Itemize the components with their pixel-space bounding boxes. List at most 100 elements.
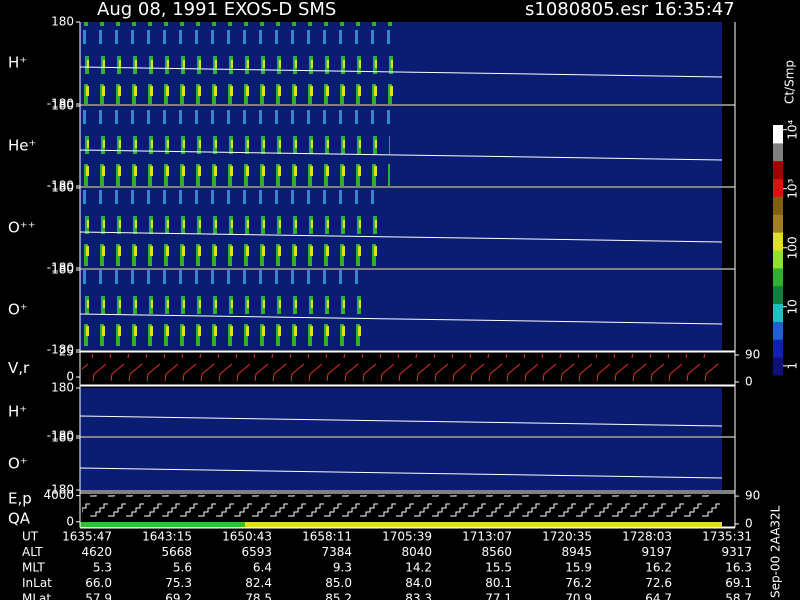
y-tick-label: 4000 (43, 488, 74, 502)
qa-bar (245, 522, 722, 527)
row-label: MLT (22, 561, 45, 575)
cell: 1713:07 (462, 530, 512, 544)
colorbar-label: Ct/Smp (783, 60, 797, 104)
reference-line (79, 66, 723, 78)
colorbar-cell (773, 339, 783, 358)
cell: 15.9 (565, 561, 592, 575)
cell: 75.3 (165, 576, 192, 590)
colorbar-tick-label: 10³ (786, 178, 800, 198)
line-trace (82, 354, 720, 381)
spectrogram-streaks (80, 270, 370, 350)
spectrogram-streaks (80, 188, 380, 268)
spectrogram (80, 438, 722, 490)
cell: 15.5 (485, 561, 512, 575)
cell: 70.9 (565, 592, 592, 600)
colorbar-cell (773, 232, 783, 251)
cell: 76.2 (565, 576, 592, 590)
panel-label: V,r (8, 359, 30, 377)
file-label: s1080805.esr 16:35:47 (525, 0, 735, 20)
cell: 1735:31 (702, 530, 752, 544)
panel-label: O⁺ (8, 301, 28, 319)
row-label: MLat (22, 592, 51, 600)
cell: 1643:15 (142, 530, 192, 544)
y-tick-label: 25 (59, 345, 74, 359)
cell: 5.3 (93, 561, 112, 575)
data-gap (722, 106, 735, 186)
cell: 5668 (161, 545, 192, 559)
colorbar-cell (773, 196, 783, 215)
y-tick-label: 180 (51, 263, 74, 277)
colorbar-cell (773, 250, 783, 269)
cell: 80.1 (485, 576, 512, 590)
panel-label: H⁺ (8, 54, 27, 72)
colorbar-cell (773, 321, 783, 340)
panel-label: H⁺ (8, 403, 27, 421)
row-label: ALT (22, 545, 43, 559)
y-tick-label: -180 (47, 483, 74, 497)
colorbar-cell (773, 303, 783, 322)
data-gap (722, 438, 735, 490)
cell: 14.2 (405, 561, 432, 575)
cell: 4620 (81, 545, 112, 559)
colorbar-cell (773, 178, 783, 197)
colorbar-tick-label: 1 (786, 362, 800, 370)
y-tick-label: -180 (47, 261, 74, 275)
cell: 7384 (321, 545, 352, 559)
colorbar-cell (773, 142, 783, 162)
colorbar-cell (773, 285, 783, 305)
cell: 57.9 (85, 592, 112, 600)
reference-line (79, 467, 723, 479)
cell: 6593 (241, 545, 272, 559)
cell: 69.1 (725, 576, 752, 590)
data-gap (722, 22, 735, 104)
cell: 83.3 (405, 592, 432, 600)
cell: 9.3 (333, 561, 352, 575)
cell: 69.2 (165, 592, 192, 600)
data-gap (722, 270, 735, 350)
y-tick-label: 180 (51, 381, 74, 395)
cell: 85.2 (325, 592, 352, 600)
cell: 8945 (561, 545, 592, 559)
cell: 8040 (401, 545, 432, 559)
data-gap (722, 388, 735, 436)
reference-line (79, 149, 723, 161)
cell: 9317 (721, 545, 752, 559)
cell: 5.6 (173, 561, 192, 575)
y-tick-label: 0 (66, 514, 74, 528)
y2-tick-label: 0 (745, 516, 753, 530)
y-tick-label: -180 (47, 179, 74, 193)
y-tick-label: 180 (51, 181, 74, 195)
cell: 77.1 (485, 592, 512, 600)
cell: 8560 (481, 545, 512, 559)
cell: 6.4 (253, 561, 272, 575)
footer: Sep-00 2AA32L (769, 505, 783, 598)
cell: 9197 (641, 545, 672, 559)
cell: 84.0 (405, 576, 432, 590)
y-tick-label: 180 (51, 99, 74, 113)
title: Aug 08, 1991 EXOS-D SMS (97, 0, 336, 20)
y-tick-label: -180 (47, 429, 74, 443)
colorbar-cell (773, 267, 783, 287)
reference-line (79, 231, 723, 243)
line-trace (82, 495, 720, 523)
y-tick-label: -180 (47, 97, 74, 111)
cell: 64.7 (645, 592, 672, 600)
y-tick-label: 180 (51, 431, 74, 445)
cell: 78.5 (245, 592, 272, 600)
y-tick-label: 0 (66, 370, 74, 384)
cell: 1720:35 (542, 530, 592, 544)
cell: 1650:43 (222, 530, 272, 544)
row-label: InLat (22, 576, 52, 590)
spectrogram (80, 388, 722, 436)
cell: 82.4 (245, 576, 272, 590)
qa-bar (80, 522, 245, 527)
cell: 58.7 (725, 592, 752, 600)
spectrogram-streaks (80, 106, 390, 186)
panel-label: He⁺ (8, 137, 36, 155)
y2-tick-label: 90 (745, 489, 760, 503)
y-tick-label: 180 (51, 15, 74, 29)
colorbar-cell (773, 125, 783, 144)
panel-label: O⁺⁺ (8, 219, 36, 237)
reference-line (79, 415, 723, 427)
colorbar-cell (773, 357, 783, 376)
